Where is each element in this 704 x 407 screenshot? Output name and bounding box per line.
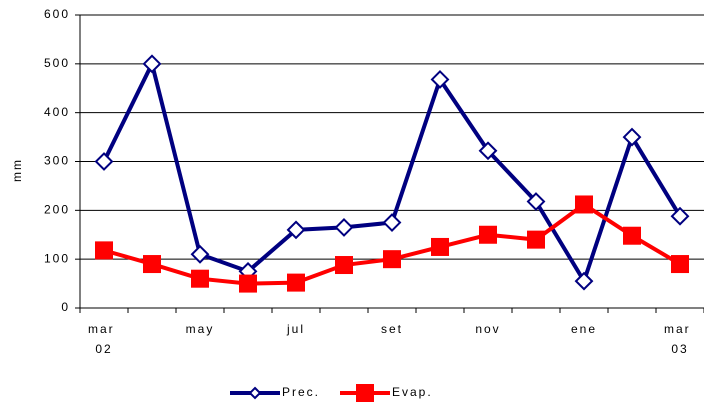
y-tick-label: 500 xyxy=(44,56,70,70)
x-tick-label: nov xyxy=(475,322,500,336)
point xyxy=(191,269,209,288)
series-line xyxy=(102,58,682,286)
legend-label: Evap. xyxy=(392,385,433,399)
point xyxy=(575,195,593,214)
y-tick-label: 400 xyxy=(44,105,70,119)
x-tick-label-line: may xyxy=(186,322,215,336)
point xyxy=(670,206,690,226)
point xyxy=(335,256,353,275)
y-tick-label: 200 xyxy=(44,203,70,217)
x-tick-label: may xyxy=(186,322,215,336)
point xyxy=(526,192,546,211)
y-tick-label: 300 xyxy=(44,154,70,168)
legend-label: Prec. xyxy=(282,385,320,399)
point xyxy=(95,241,113,260)
point xyxy=(431,237,449,256)
point xyxy=(382,213,402,232)
x-tick-label-line: set xyxy=(381,322,403,336)
point xyxy=(94,152,114,171)
y-tick-label: 100 xyxy=(44,251,70,265)
point xyxy=(527,230,545,249)
point xyxy=(574,271,594,291)
point xyxy=(479,225,497,244)
point xyxy=(239,274,257,293)
x-tick-label: ene xyxy=(571,322,597,336)
y-axis-label: mm xyxy=(10,158,24,182)
x-tick-label: jul xyxy=(286,322,305,336)
point xyxy=(142,54,162,74)
point xyxy=(383,250,401,269)
x-tick-label-line: mar xyxy=(88,322,120,336)
point xyxy=(671,255,689,274)
legend-marker xyxy=(248,386,262,400)
x-tick-label: set xyxy=(381,322,403,336)
point xyxy=(286,220,306,240)
x-tick-label: mar 03 xyxy=(664,322,696,356)
point xyxy=(478,141,498,161)
point xyxy=(623,226,641,245)
point xyxy=(143,255,161,274)
x-tick-label-line: ene xyxy=(571,322,597,336)
x-tick-label-line: jul xyxy=(286,322,305,336)
point xyxy=(334,218,354,237)
point xyxy=(287,273,305,292)
x-tick-label-line: nov xyxy=(475,322,500,336)
point xyxy=(430,70,450,89)
legend-marker xyxy=(356,384,374,402)
x-tick-label-line: 03 xyxy=(671,342,688,356)
y-tick-label: 600 xyxy=(44,7,70,21)
point xyxy=(622,127,642,147)
y-tick-label: 0 xyxy=(61,300,70,314)
x-tick-label: mar 02 xyxy=(88,322,120,356)
x-tick-label-line: 02 xyxy=(95,342,112,356)
x-tick-label-line: mar xyxy=(664,322,696,336)
point xyxy=(190,244,210,264)
